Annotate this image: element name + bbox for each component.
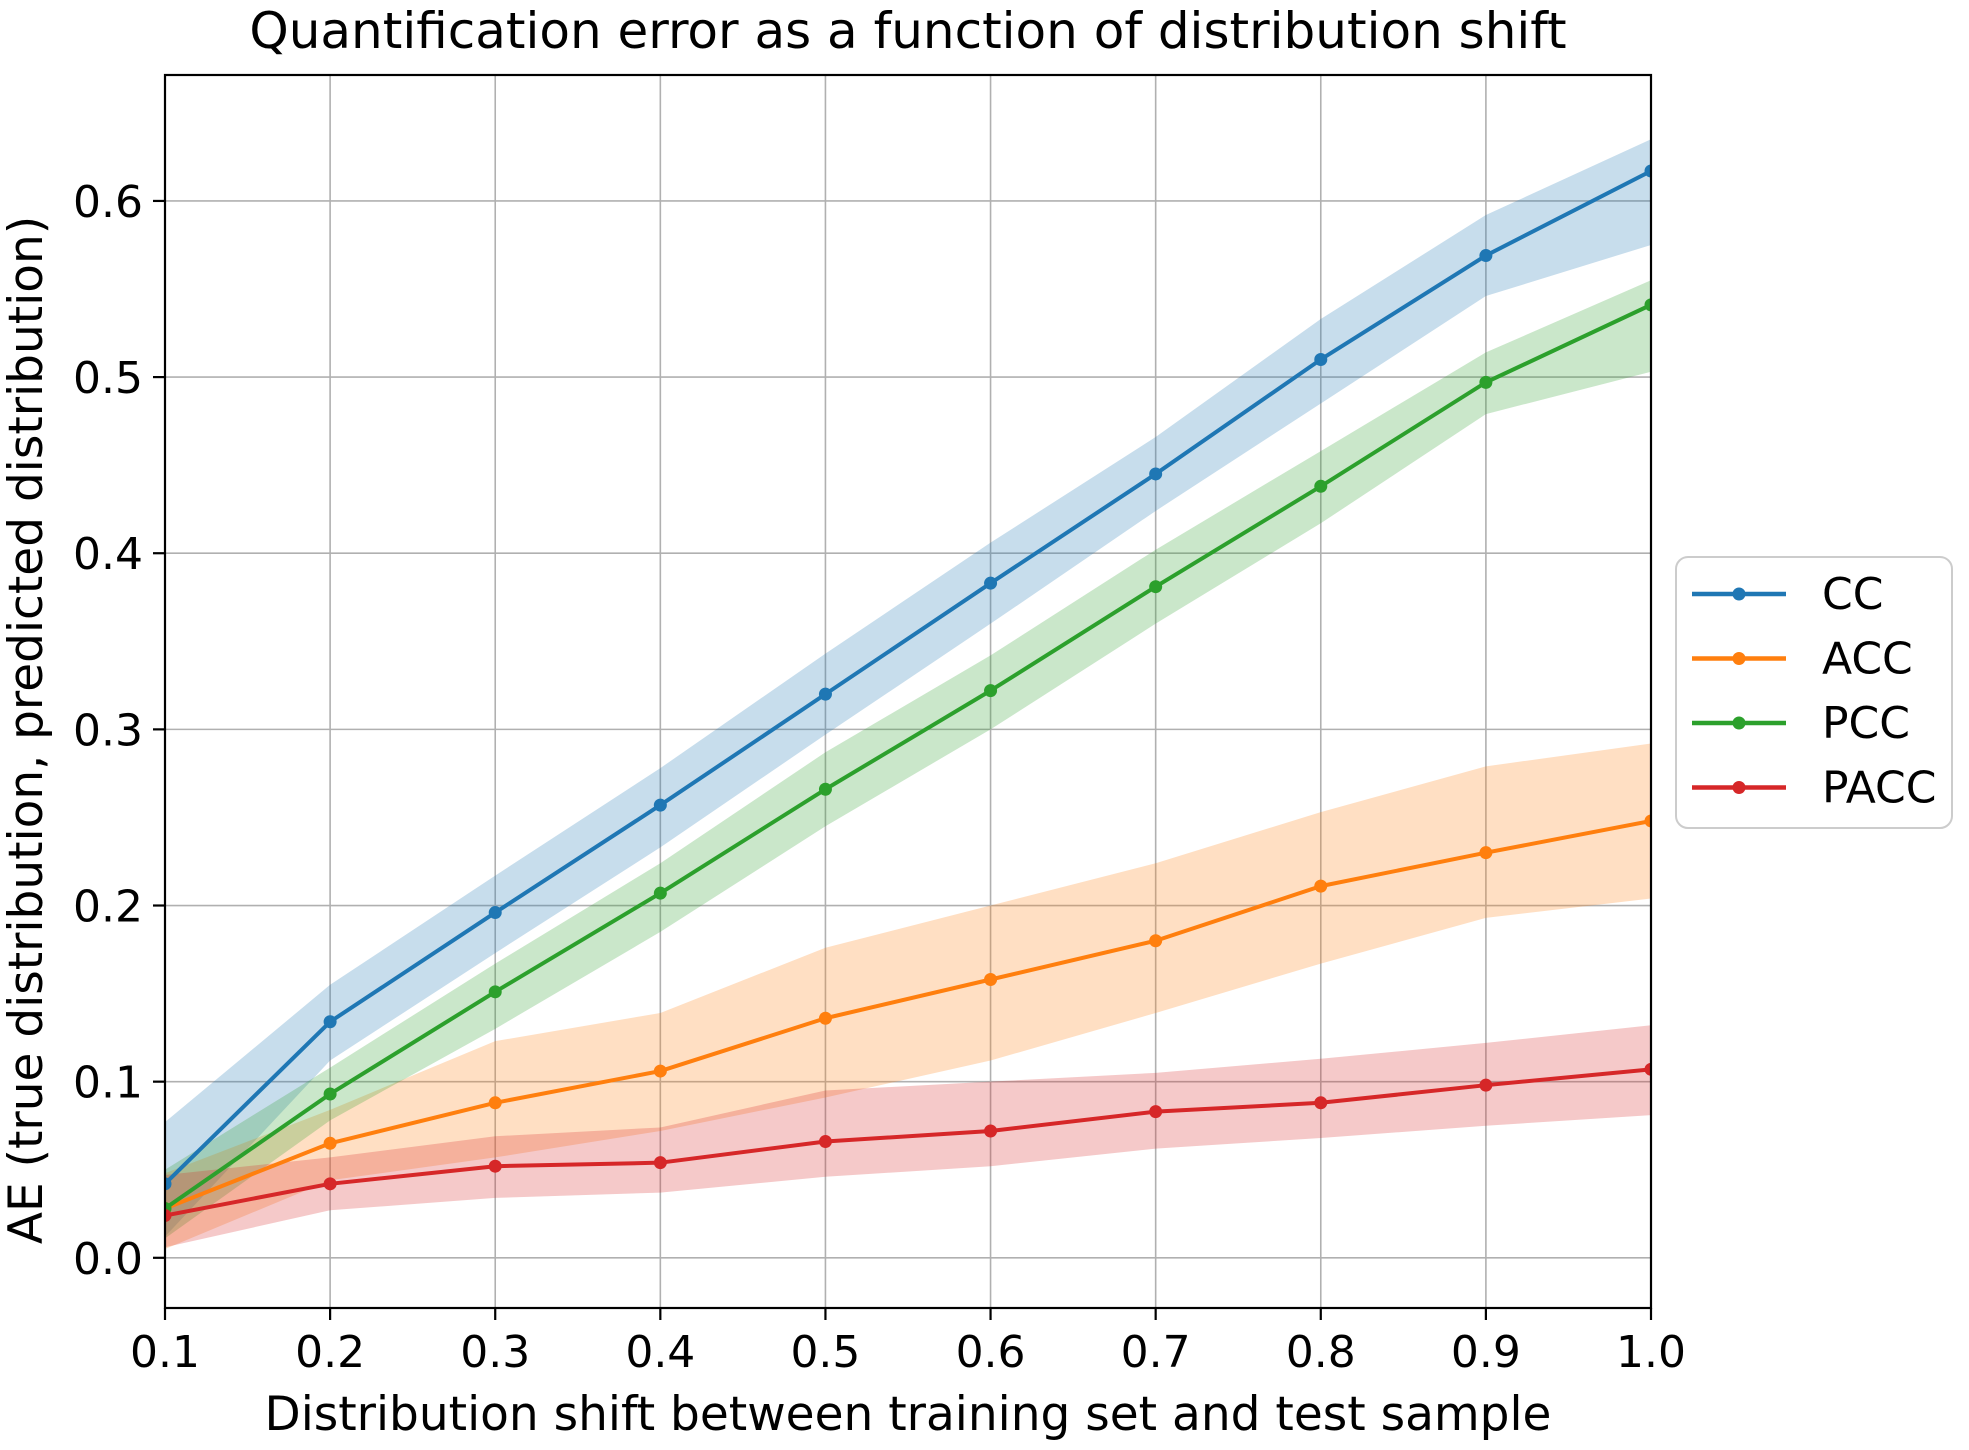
series-marker-PACC bbox=[1314, 1096, 1328, 1110]
series-marker-PCC bbox=[1479, 375, 1493, 389]
series-band-PCC bbox=[165, 280, 1651, 1239]
x-tick-label: 0.1 bbox=[130, 1327, 200, 1378]
y-tick-label: 0.6 bbox=[73, 177, 143, 228]
legend-marker-PCC bbox=[1732, 716, 1746, 730]
legend-marker-CC bbox=[1732, 587, 1746, 601]
x-tick-label: 0.6 bbox=[956, 1327, 1026, 1378]
x-axis-label: Distribution shift between training set … bbox=[265, 1387, 1552, 1442]
frame-layer bbox=[163, 73, 1653, 1310]
plot-frame bbox=[163, 73, 1653, 1310]
y-tick-label: 0.4 bbox=[73, 529, 143, 580]
series-marker-CC bbox=[984, 576, 998, 590]
series-marker-PACC bbox=[818, 1135, 832, 1149]
series-marker-PACC bbox=[1644, 1062, 1651, 1076]
legend-item-CC: CC bbox=[1692, 569, 1883, 620]
tick-layer: 0.1 0.2 0.3 0.4 0.5 0.6 0.7 0.8 0.9 1.0 0.0 0.1 0.2 0… bbox=[73, 177, 1686, 1378]
series-band-CC bbox=[165, 139, 1651, 1237]
series-marker-PCC bbox=[818, 782, 832, 796]
x-tick-label: 0.5 bbox=[790, 1327, 860, 1378]
series-marker-PACC bbox=[653, 1156, 667, 1170]
series-marker-ACC bbox=[984, 972, 998, 986]
legend-label-PACC: PACC bbox=[1822, 763, 1937, 814]
series-marker-PCC bbox=[488, 985, 502, 999]
chart-title: Quantification error as a function of di… bbox=[249, 2, 1566, 60]
legend-marker-PACC bbox=[1732, 781, 1746, 794]
series-marker-ACC bbox=[653, 1064, 667, 1078]
series-band-ACC bbox=[165, 743, 1651, 1249]
series-marker-CC bbox=[165, 1177, 172, 1191]
legend-label-PCC: PCC bbox=[1822, 698, 1910, 749]
y-tick-label: 0.0 bbox=[73, 1234, 143, 1285]
x-tick-label: 0.4 bbox=[625, 1327, 695, 1378]
series-marker-PACC bbox=[323, 1177, 337, 1191]
legend-item-ACC: ACC bbox=[1692, 634, 1913, 685]
legend-marker-ACC bbox=[1732, 652, 1746, 665]
x-tick-label: 0.8 bbox=[1286, 1327, 1356, 1378]
legend-item-PACC: PACC bbox=[1692, 763, 1937, 814]
y-tick-label: 0.2 bbox=[73, 882, 143, 933]
series-marker-CC bbox=[1479, 249, 1493, 263]
y-axis-label: AE (true distribution, predicted distrib… bbox=[0, 216, 54, 1244]
series-marker-CC bbox=[1644, 164, 1651, 178]
series-marker-PCC bbox=[1149, 580, 1163, 594]
series-marker-PACC bbox=[165, 1209, 172, 1223]
series-marker-PACC bbox=[488, 1159, 502, 1173]
series-marker-ACC bbox=[323, 1136, 337, 1150]
x-tick-label: 1.0 bbox=[1616, 1327, 1686, 1378]
x-tick-label: 0.2 bbox=[295, 1327, 365, 1378]
series-marker-CC bbox=[818, 687, 832, 701]
series-marker-PCC bbox=[984, 684, 998, 698]
series-marker-CC bbox=[488, 906, 502, 920]
series-marker-ACC bbox=[1149, 934, 1163, 948]
series-marker-ACC bbox=[1314, 879, 1328, 893]
legend-item-PCC: PCC bbox=[1692, 698, 1910, 749]
series-marker-ACC bbox=[1644, 814, 1651, 828]
series-marker-ACC bbox=[488, 1096, 502, 1110]
data-layer bbox=[165, 139, 1651, 1249]
series-marker-CC bbox=[653, 798, 667, 812]
series-line-PACC bbox=[165, 1067, 1651, 1218]
y-tick-label: 0.5 bbox=[73, 353, 143, 404]
series-marker-PACC bbox=[1149, 1105, 1163, 1119]
series-marker-PCC bbox=[653, 886, 667, 900]
x-tick-label: 0.9 bbox=[1451, 1327, 1521, 1378]
series-line-ACC bbox=[165, 818, 1651, 1211]
series-marker-CC bbox=[1314, 352, 1328, 366]
series-marker-CC bbox=[323, 1015, 337, 1029]
series-line-CC bbox=[165, 168, 1651, 1186]
y-tick-label: 0.1 bbox=[73, 1058, 143, 1109]
series-marker-CC bbox=[1149, 467, 1163, 481]
series-marker-ACC bbox=[818, 1011, 832, 1025]
x-tick-label: 0.3 bbox=[460, 1327, 530, 1378]
series-marker-ACC bbox=[1479, 846, 1493, 860]
series-marker-PACC bbox=[1479, 1078, 1493, 1092]
x-tick-label: 0.7 bbox=[1121, 1327, 1191, 1378]
legend: CC ACC PCC PACC bbox=[1675, 556, 1953, 829]
legend-label-ACC: ACC bbox=[1822, 634, 1913, 685]
legend-box bbox=[1675, 556, 1953, 829]
series-marker-PCC bbox=[1314, 479, 1328, 493]
series-marker-PCC bbox=[1644, 298, 1651, 312]
series-marker-PACC bbox=[984, 1124, 998, 1138]
y-tick-label: 0.3 bbox=[73, 705, 143, 756]
series-marker-PCC bbox=[323, 1087, 337, 1101]
series-line-PCC bbox=[165, 302, 1651, 1211]
legend-label-CC: CC bbox=[1822, 569, 1883, 620]
